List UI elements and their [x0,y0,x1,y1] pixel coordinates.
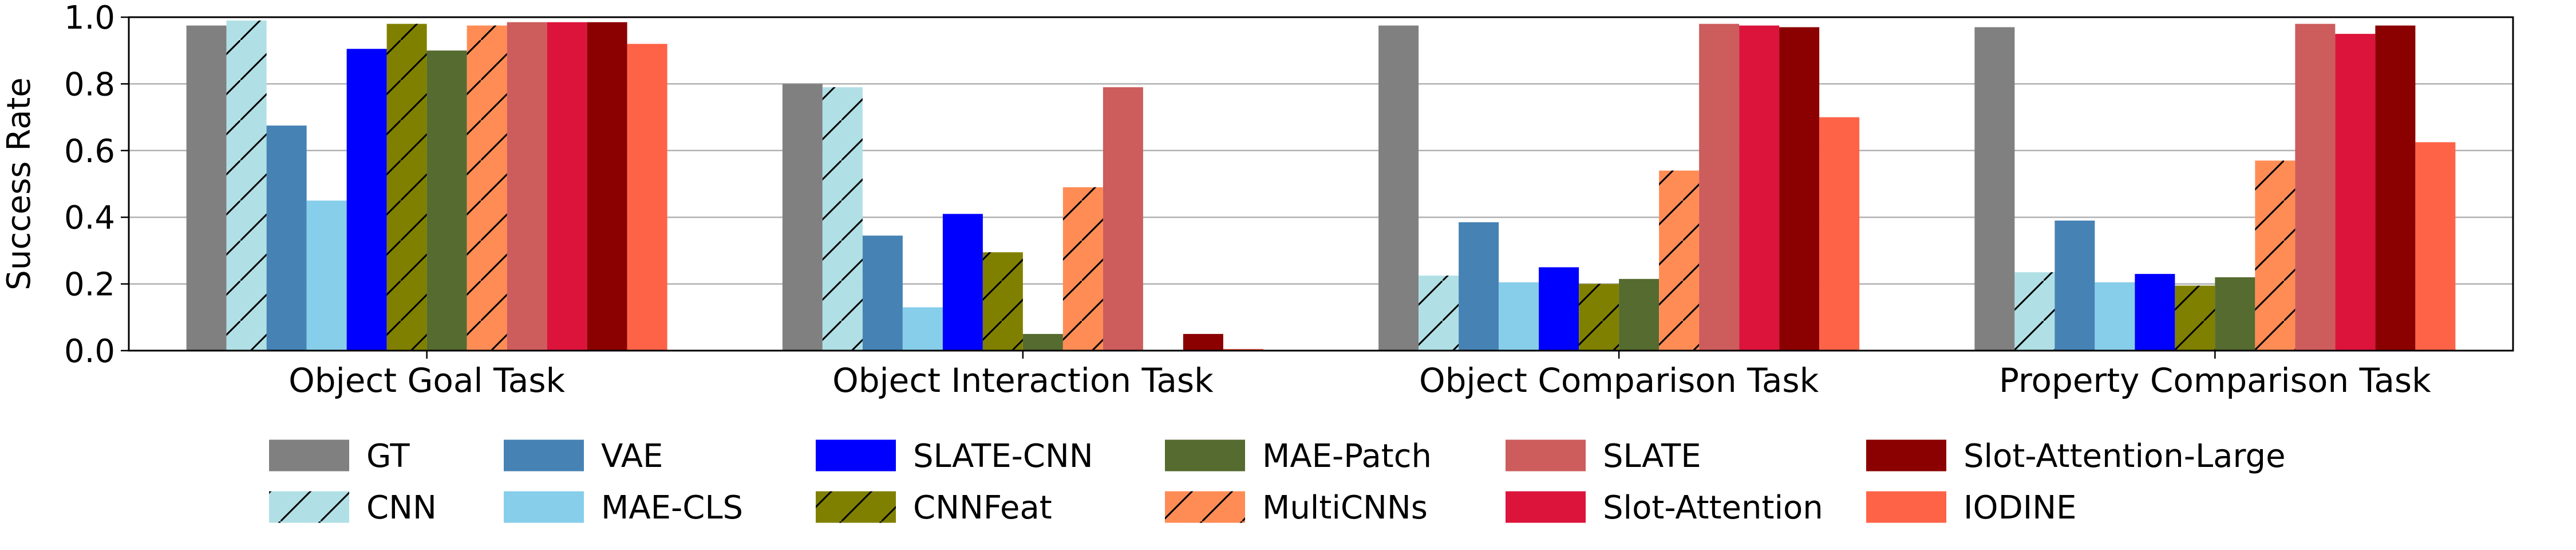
bar-hatch [226,20,267,351]
legend-swatch-hatch [1165,491,1245,523]
bar-hatch [1579,284,1619,351]
bar-slate [507,22,547,351]
bar-mae-patch [2215,277,2255,351]
legend-item: MAE-Patch [1165,438,1432,475]
legend-label: SLATE-CNN [913,438,1093,475]
y-axis-label: Success Rate [1,77,38,290]
legend-item: VAE [504,438,663,475]
bar-slot-attention [2335,34,2376,351]
bar-hatch [1062,187,1103,351]
legend-label: MAE-CLS [601,489,743,527]
x-tick-label: Property Comparison Task [1999,361,2431,400]
bar-slate [1699,23,1740,351]
bar-hatch [822,87,863,351]
x-tick-label: Object Comparison Task [1419,361,1819,400]
plot-frame [128,16,2514,352]
bar-slot-attention-large [587,22,627,351]
legend-item: CNN [269,489,437,527]
bar-hatch [467,25,507,351]
bar-slate-cnn [2135,274,2175,351]
x-tick-label: Object Interaction Task [832,361,1214,400]
bar-slot-attention-large [2375,25,2416,351]
bar-slot-attention [1739,25,1780,351]
legend-swatch-hatch [816,491,896,523]
legend-item: Slot-Attention-Large [1866,438,2286,475]
legend-swatch [1866,439,1946,472]
legend-item: MAE-CLS [504,489,743,527]
legend-swatch [504,439,584,472]
bar-gt [1378,25,1419,351]
legend-item: Slot-Attention [1506,489,1823,527]
bar-slate-cnn [942,214,983,351]
y-tick-label: 0.2 [64,266,115,304]
bar-slate-cnn [1539,267,1579,351]
legend-label: Slot-Attention-Large [1963,438,2286,475]
bar-hatch [2014,272,2055,351]
bar-hatch [1419,276,1459,351]
legend-swatch [1165,439,1245,472]
bar-vae [1459,222,1499,351]
bar-slate-cnn [346,49,387,351]
legend-swatch [269,439,349,472]
bar-vae [862,235,903,351]
bar-slate [2295,23,2336,351]
bar-mae-cls [306,201,347,351]
legend-label: GT [366,438,410,475]
bar-iodine [2415,142,2456,351]
bar-mae-cls [1499,282,1539,351]
legend-swatch-hatch [269,491,349,523]
y-tick-label: 0.4 [64,199,115,237]
bar-gt [186,25,227,351]
bar-gt [1974,27,2015,351]
bar-hatch [982,252,1023,351]
bar-slot-attention [547,22,587,351]
y-tick-label: 1.0 [64,0,115,37]
legend-item: IODINE [1866,489,2077,527]
bar-mae-patch [426,50,467,351]
bar-slate [1103,87,1143,351]
bar-mae-patch [1619,278,1660,351]
x-tick-label: Object Goal Task [289,361,565,400]
y-tick-label: 0.6 [64,133,115,170]
bars [186,20,2456,351]
bar-mae-cls [2095,282,2135,351]
bar-hatch [2175,285,2215,351]
bar-iodine [627,44,667,351]
legend: GT CNN VAE MAE-CLS SLATE-CNN CNNFeat MAE-Patch… [269,438,2286,527]
bar-hatch [1659,170,1700,351]
bar-hatch [2255,160,2296,351]
bar-vae [266,125,307,351]
legend-label: CNN [366,489,437,527]
bar-mae-patch [1022,333,1063,351]
legend-swatch [1506,439,1586,472]
legend-label: SLATE [1603,438,1701,475]
legend-item: CNNFeat [816,489,1052,527]
axes: 0.0 0.2 0.4 0.6 0.8 1.0 Object Goal Task Object… [64,0,2514,400]
bar-mae-cls [902,307,943,351]
legend-item: SLATE-CNN [816,438,1093,475]
legend-swatch [816,439,896,472]
bar-vae [2055,221,2095,351]
bar-iodine [1819,117,1860,351]
legend-swatch [504,491,584,523]
legend-item: SLATE [1506,438,1701,475]
y-tick-label: 0.8 [64,66,115,103]
legend-label: CNNFeat [913,489,1052,527]
legend-swatch [1506,491,1586,523]
bar-hatch [386,23,427,351]
legend-label: VAE [601,438,663,475]
legend-item: GT [269,438,410,475]
bar-slot-attention-large [1183,333,1223,351]
y-tick-label: 0.0 [64,333,115,370]
legend-label: MultiCNNs [1262,489,1428,527]
legend-swatch [1866,491,1946,523]
legend-label: IODINE [1963,489,2077,527]
bar-slot-attention-large [1779,27,1820,351]
legend-label: MAE-Patch [1262,438,1432,475]
bar-gt [782,84,823,351]
legend-label: Slot-Attention [1603,489,1823,527]
legend-item: MultiCNNs [1165,489,1428,527]
